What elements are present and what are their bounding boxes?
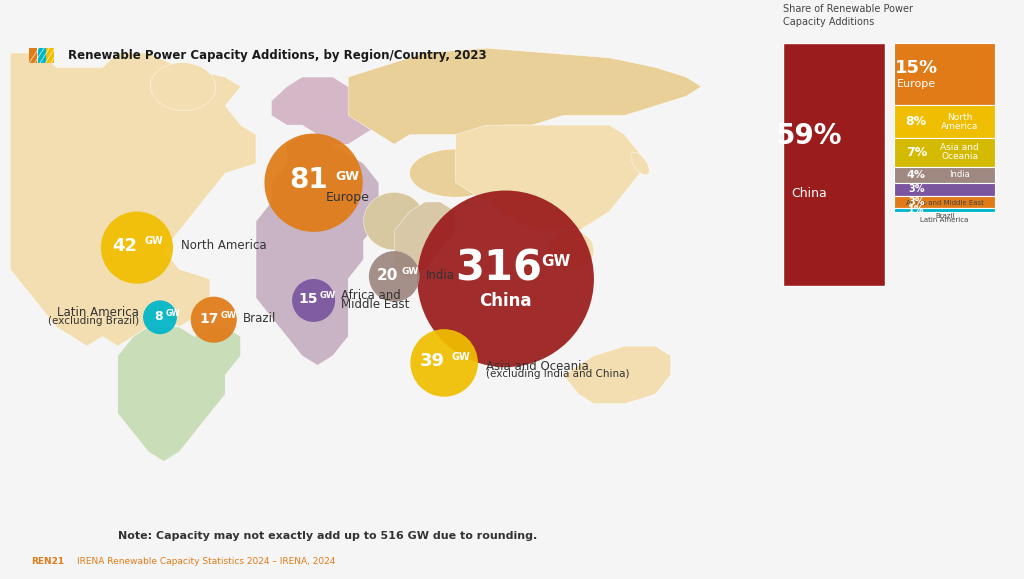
Text: REN21: REN21 (31, 557, 63, 566)
Text: GW: GW (145, 236, 164, 247)
Text: Europe: Europe (326, 191, 370, 204)
Polygon shape (271, 77, 379, 144)
Text: 3%: 3% (908, 197, 925, 207)
Text: GW: GW (221, 310, 237, 320)
Text: Europe: Europe (897, 79, 936, 89)
Text: Brazil: Brazil (935, 213, 954, 219)
Ellipse shape (411, 329, 478, 397)
FancyBboxPatch shape (894, 196, 995, 208)
Text: GW: GW (336, 170, 359, 183)
Ellipse shape (151, 63, 216, 111)
Text: GW: GW (166, 309, 180, 318)
Text: 8: 8 (154, 310, 163, 323)
FancyBboxPatch shape (894, 208, 995, 212)
Ellipse shape (190, 296, 237, 343)
Ellipse shape (369, 251, 420, 302)
Text: GW: GW (541, 254, 570, 269)
Ellipse shape (548, 231, 594, 269)
Text: 1%: 1% (908, 205, 925, 215)
Polygon shape (394, 202, 456, 279)
FancyBboxPatch shape (894, 167, 995, 183)
Text: China: China (479, 292, 531, 310)
FancyBboxPatch shape (894, 138, 995, 167)
Ellipse shape (364, 192, 425, 250)
FancyBboxPatch shape (894, 43, 995, 105)
Text: 59%: 59% (775, 122, 842, 149)
Ellipse shape (292, 279, 335, 322)
Text: North
America: North America (941, 112, 979, 130)
Text: Latin America: Latin America (921, 217, 969, 223)
Text: Asia and Oceania: Asia and Oceania (485, 360, 589, 372)
FancyBboxPatch shape (783, 43, 885, 286)
Text: 42: 42 (112, 237, 137, 255)
Text: India: India (949, 170, 970, 179)
Text: (excluding Brazil): (excluding Brazil) (48, 316, 139, 325)
Polygon shape (348, 48, 701, 144)
Text: 39: 39 (420, 352, 444, 370)
Text: 81: 81 (290, 166, 328, 195)
Polygon shape (10, 53, 256, 346)
Text: 15: 15 (298, 292, 318, 306)
Text: Note: Capacity may not exactly add up to 516 GW due to rounding.: Note: Capacity may not exactly add up to… (118, 530, 537, 541)
Text: Latin America: Latin America (57, 306, 139, 318)
Text: Africa and: Africa and (341, 288, 401, 302)
Text: 3%: 3% (908, 184, 925, 195)
Text: 15%: 15% (895, 59, 938, 77)
Ellipse shape (410, 149, 502, 197)
Text: China: China (791, 187, 826, 200)
Ellipse shape (418, 190, 594, 367)
Text: GW: GW (401, 266, 419, 276)
FancyBboxPatch shape (38, 48, 46, 63)
FancyBboxPatch shape (894, 105, 995, 138)
Ellipse shape (264, 134, 362, 232)
FancyBboxPatch shape (46, 48, 54, 63)
Text: Africa and Middle East: Africa and Middle East (905, 200, 984, 207)
Text: GW: GW (452, 352, 470, 362)
Text: Middle East: Middle East (341, 298, 410, 312)
Ellipse shape (143, 301, 177, 334)
Text: GW: GW (319, 291, 336, 300)
Polygon shape (118, 327, 241, 461)
FancyBboxPatch shape (30, 48, 37, 63)
Text: Share of Renewable Power
Capacity Additions: Share of Renewable Power Capacity Additi… (783, 4, 913, 27)
Text: 316: 316 (455, 247, 542, 290)
Polygon shape (563, 346, 671, 404)
Ellipse shape (100, 211, 173, 284)
Text: 8%: 8% (905, 115, 927, 128)
Text: IRENA Renewable Capacity Statistics 2024 – IRENA, 2024: IRENA Renewable Capacity Statistics 2024… (77, 557, 335, 566)
Text: North America: North America (181, 239, 266, 252)
Text: 17: 17 (200, 312, 219, 325)
Text: Brazil: Brazil (243, 312, 276, 325)
Text: Renewable Power Capacity Additions, by Region/Country, 2023: Renewable Power Capacity Additions, by R… (68, 49, 486, 63)
Text: Asia and
Oceania: Asia and Oceania (940, 144, 979, 162)
Text: (excluding India and China): (excluding India and China) (485, 369, 629, 379)
Text: India: India (426, 269, 455, 281)
Text: 4%: 4% (907, 170, 926, 180)
Text: 7%: 7% (905, 146, 927, 159)
Ellipse shape (631, 152, 649, 175)
Polygon shape (256, 135, 379, 365)
Polygon shape (456, 125, 640, 231)
Text: 20: 20 (377, 267, 398, 283)
FancyBboxPatch shape (894, 183, 995, 196)
